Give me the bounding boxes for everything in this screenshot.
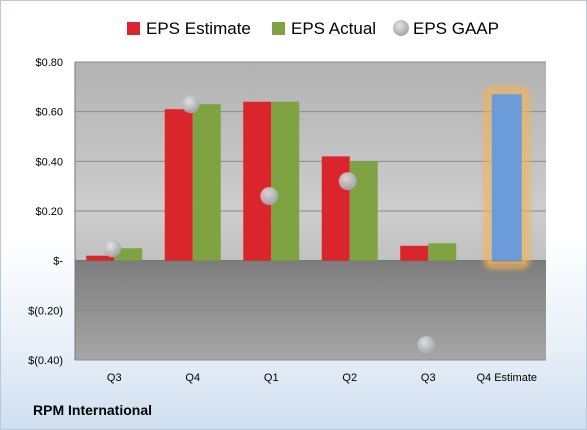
legend-swatch-2	[393, 20, 409, 36]
bar-eps-estimate	[243, 101, 272, 261]
company-name: RPM International	[33, 402, 153, 418]
bar-eps-estimate	[86, 255, 115, 261]
bar-q4-estimate	[491, 94, 522, 261]
bar-eps-estimate	[321, 156, 350, 261]
legend-label-0: EPS Estimate	[146, 19, 251, 38]
estimate-bar-glow	[483, 86, 530, 269]
point-eps-gaap	[417, 336, 436, 355]
y-tick-label: $0.20	[35, 206, 63, 218]
x-tick-label: Q4 Estimate	[476, 372, 537, 384]
point-eps-gaap	[260, 187, 279, 206]
x-tick-label: Q3	[107, 372, 122, 384]
point-eps-gaap	[181, 95, 200, 114]
bar-eps-estimate	[164, 109, 193, 261]
y-tick-label: $0.40	[35, 156, 63, 168]
y-axis-ticks: $0.80 $0.60 $0.40 $0.20 $- $(0.20) $(0.40)	[28, 57, 63, 367]
y-tick-label: $(0.20)	[28, 305, 63, 317]
x-tick-label: Q4	[185, 372, 200, 384]
y-tick-label: $0.80	[35, 57, 63, 69]
estimate-bar-outline	[488, 91, 525, 264]
y-tick-label: $0.60	[35, 107, 63, 119]
x-tick-label: Q1	[264, 372, 279, 384]
x-tick-label: Q3	[421, 372, 436, 384]
bars	[86, 86, 530, 269]
bar-eps-actual	[271, 101, 300, 261]
legend-label-2: EPS GAAP	[413, 19, 499, 38]
gridlines	[74, 61, 546, 361]
legend-swatch-1	[272, 22, 285, 35]
legend-swatch-0	[127, 22, 140, 35]
x-axis-ticks: Q3 Q4 Q1 Q2 Q3 Q4 Estimate	[107, 372, 537, 384]
legend-label-1: EPS Actual	[291, 19, 376, 38]
point-eps-gaap	[338, 172, 357, 191]
y-tick-label: $(0.40)	[28, 355, 63, 367]
bar-eps-actual	[192, 104, 221, 261]
y-tick-label: $-	[53, 256, 63, 268]
gaap-points	[103, 95, 436, 355]
bar-eps-estimate	[400, 245, 429, 261]
bar-eps-actual	[114, 248, 143, 261]
point-eps-gaap	[103, 239, 122, 258]
x-tick-label: Q2	[342, 372, 357, 384]
bar-eps-actual	[428, 243, 457, 261]
legend: EPS Estimate EPS Actual EPS GAAP	[127, 19, 499, 38]
